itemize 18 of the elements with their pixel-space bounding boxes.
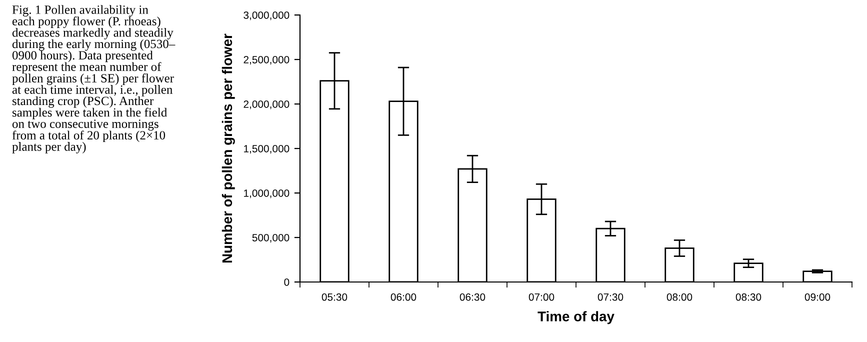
y-tick-label: 0 xyxy=(284,278,290,286)
x-tick-label: 06:30 xyxy=(460,293,486,301)
x-tick-label: 07:30 xyxy=(598,293,624,301)
y-tick-label: 3,000,000 xyxy=(244,12,290,20)
y-tick-label: 1,000,000 xyxy=(244,190,290,198)
text: Fig. 1 Pollen availability in each poppy flower (P. rhoeas) decreases markedly and steadily during the early morning (0530– 0900 hours). Data presented represent the mean number of pollen grains (±1 SE) per flower at each time interval, i.e., pollen standing crop (PSC). Anther samples were taken in the field on two consecutive mornings from a total of 20 plants (2×10 plants per day) xyxy=(12,5,176,154)
x-tick-label: 07:00 xyxy=(528,293,554,301)
x-tick-label: 09:00 xyxy=(804,293,830,301)
x-tick-label: 05:30 xyxy=(322,293,348,301)
y-tick-label: 500,000 xyxy=(252,234,290,243)
y-tick-label: 2,000,000 xyxy=(244,100,290,110)
y-tick-label: 2,500,000 xyxy=(244,56,290,65)
x-tick-label: 08:00 xyxy=(666,293,692,301)
x-tick-label: 06:00 xyxy=(390,293,416,301)
x-axis-title: Time of day xyxy=(538,311,614,324)
x-tick-label: 08:30 xyxy=(736,293,762,301)
y-tick-label: 1,500,000 xyxy=(244,145,290,154)
y-axis-title: Number of pollen grains per flower xyxy=(222,34,235,263)
